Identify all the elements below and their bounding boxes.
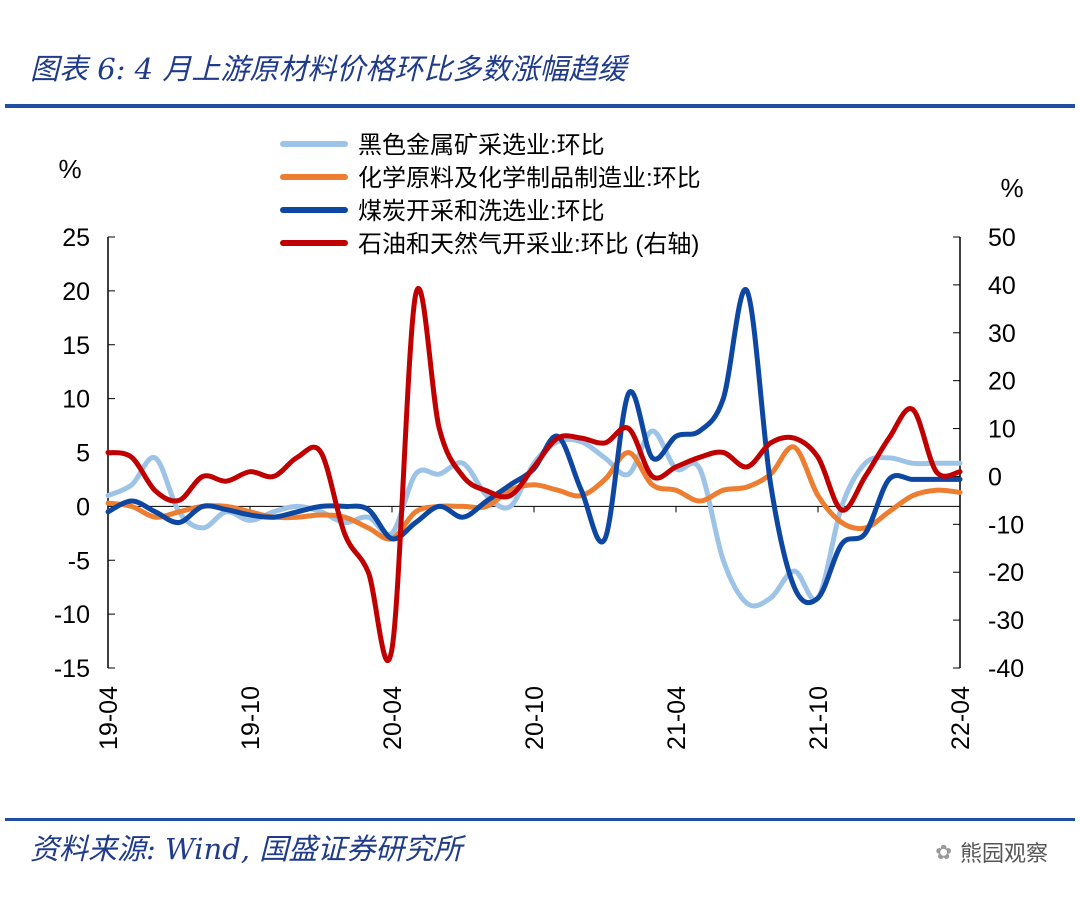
iron-ore-line-series xyxy=(105,428,963,609)
source-note: 资料来源: Wind, 国盛证券研究所 xyxy=(30,832,463,866)
left-tick-label: 5 xyxy=(76,440,90,468)
x-tick-label: 21-04 xyxy=(663,686,691,750)
legend-label: 石油和天然气开采业:环比 (右轴) xyxy=(358,231,699,258)
x-tick-label: 19-10 xyxy=(237,686,265,750)
oil-gas-line-series xyxy=(105,286,963,663)
right-tick-label: -40 xyxy=(988,655,1024,683)
right-tick-label: 40 xyxy=(988,272,1016,300)
x-tick-label: 22-04 xyxy=(947,686,975,750)
x-tick-label: 21-10 xyxy=(805,686,833,750)
right-tick-label: 50 xyxy=(988,224,1016,252)
legend-label: 黑色金属矿采选业:环比 xyxy=(358,132,605,159)
left-tick-label: 0 xyxy=(76,493,90,521)
left-tick-label: -5 xyxy=(68,547,90,575)
legend-label: 煤炭开采和洗选业:环比 xyxy=(358,198,605,225)
left-tick-label: -15 xyxy=(54,655,90,683)
right-tick-label: -10 xyxy=(988,511,1024,539)
chemical-line-series xyxy=(105,444,963,542)
title-rule xyxy=(5,104,1075,108)
left-tick-label: 25 xyxy=(62,224,90,252)
legend-label: 化学原料及化学制品制造业:环比 xyxy=(358,165,701,192)
x-tick-label: 20-04 xyxy=(379,686,407,750)
watermark: ✿ 熊园观察 xyxy=(935,836,1048,868)
right-tick-label: 10 xyxy=(988,416,1016,444)
left-tick-label: 20 xyxy=(62,278,90,306)
watermark-text: 熊园观察 xyxy=(959,842,1048,867)
right-axis-unit: % xyxy=(1000,173,1023,203)
right-tick-label: -30 xyxy=(988,607,1024,635)
wechat-icon: ✿ xyxy=(935,840,952,864)
left-tick-label: -10 xyxy=(54,601,90,629)
chart-title: 图表 6: 4 月上游原材料价格环比多数涨幅趋缓 xyxy=(30,52,627,86)
right-tick-label: 0 xyxy=(988,463,1002,491)
x-tick-label: 20-10 xyxy=(521,686,549,750)
footer-rule xyxy=(5,818,1075,821)
right-tick-label: 30 xyxy=(988,320,1016,348)
chart: % % 2520151050-5-10-1550403020100-10-20-… xyxy=(54,132,1024,750)
right-tick-label: -20 xyxy=(988,559,1024,587)
right-tick-label: 20 xyxy=(988,368,1016,396)
left-tick-label: 10 xyxy=(62,386,90,414)
left-axis-unit: % xyxy=(58,154,81,184)
x-tick-label: 19-04 xyxy=(95,686,123,750)
left-tick-label: 15 xyxy=(62,332,90,360)
